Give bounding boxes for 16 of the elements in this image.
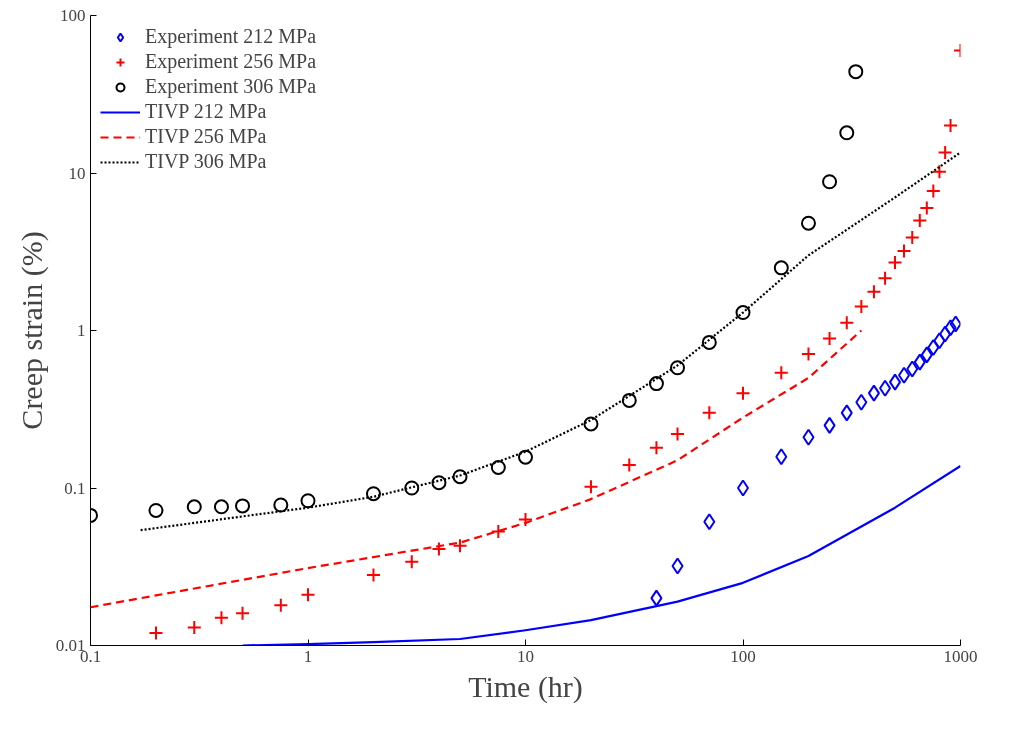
legend-label: TIVP 212 MPa <box>145 100 267 123</box>
legend-label: Experiment 256 MPa <box>145 50 317 73</box>
x-axis-title: Time (hr) <box>468 669 583 704</box>
legend-label: Experiment 306 MPa <box>145 75 317 98</box>
y-tick-label: 100 <box>60 6 86 25</box>
y-tick-label: 0.1 <box>64 478 86 498</box>
x-tick-label: 10 <box>517 646 534 666</box>
y-tick-label: 10 <box>68 163 86 183</box>
legend-label: TIVP 256 MPa <box>145 125 267 148</box>
legend-label: TIVP 306 MPa <box>145 150 267 173</box>
y-axis-title: Creep strain (%) <box>14 231 49 430</box>
y-tick-label: 1 <box>77 321 86 340</box>
x-tick-label: 1 <box>303 646 313 666</box>
x-tick-label: 1000 <box>943 646 978 666</box>
legend-label: Experiment 212 MPa <box>145 25 317 48</box>
x-tick-label: 100 <box>730 646 756 666</box>
